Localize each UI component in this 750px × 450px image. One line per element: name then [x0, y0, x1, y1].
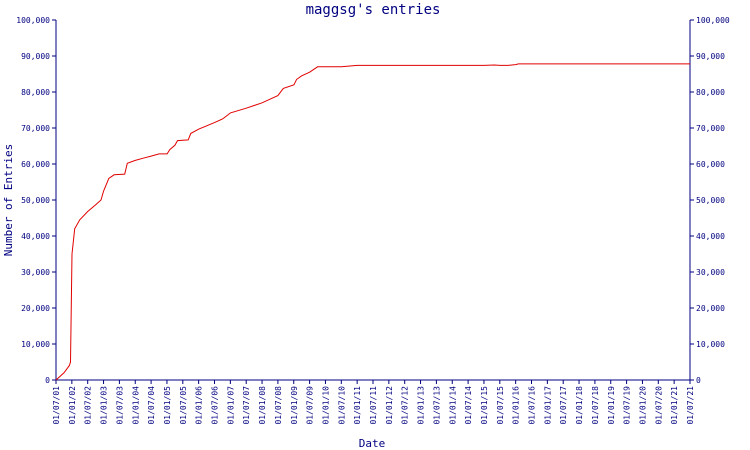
- x-tick-label: 01/01/16: [512, 386, 521, 425]
- left-y-tick-label: 40,000: [21, 232, 50, 241]
- x-tick-label: 01/01/08: [258, 386, 267, 425]
- entries-series-line: [55, 63, 690, 381]
- x-tick-label: 01/07/19: [623, 386, 632, 425]
- x-tick-label: 01/01/20: [638, 386, 647, 425]
- right-y-tick-label: 100,000: [696, 16, 730, 25]
- right-y-tick-label: 20,000: [696, 304, 725, 313]
- x-tick-label: 01/07/18: [591, 386, 600, 425]
- right-y-tick-label: 80,000: [696, 88, 725, 97]
- x-axis: 01/07/01 01/01/02 01/07/02 01/01/03 01/07/03…: [52, 380, 695, 425]
- x-tick-label: 01/01/18: [575, 386, 584, 425]
- axes: [55, 20, 691, 381]
- right-y-tick-label: 10,000: [696, 340, 725, 349]
- x-tick-label: 01/07/11: [369, 386, 378, 425]
- right-y-tick-label: 30,000: [696, 268, 725, 277]
- x-tick-label: 01/01/17: [543, 386, 552, 425]
- x-tick-label: 01/01/13: [417, 386, 426, 425]
- right-y-tick-label: 50,000: [696, 196, 725, 205]
- x-tick-label: 01/01/21: [670, 386, 679, 425]
- x-axis-label: Date: [359, 437, 386, 450]
- x-tick-label: 01/01/06: [195, 386, 204, 425]
- left-y-tick-label: 10,000: [21, 340, 50, 349]
- left-y-tick-label: 80,000: [21, 88, 50, 97]
- x-tick-label: 01/01/02: [68, 386, 77, 425]
- x-tick-label: 01/07/12: [401, 386, 410, 425]
- x-tick-label: 01/07/21: [686, 386, 695, 425]
- x-tick-label: 01/07/07: [242, 386, 251, 425]
- chart-title: maggsg's entries: [306, 2, 441, 18]
- x-tick-label: 01/07/16: [528, 386, 537, 425]
- y-axis-label: Number of Entries: [2, 144, 15, 257]
- x-tick-label: 01/01/05: [163, 386, 172, 425]
- x-tick-label: 01/07/08: [274, 386, 283, 425]
- left-y-tick-label: 30,000: [21, 268, 50, 277]
- x-tick-label: 01/01/10: [321, 386, 330, 425]
- right-y-tick-label: 70,000: [696, 124, 725, 133]
- right-y-tick-label: 40,000: [696, 232, 725, 241]
- x-tick-label: 01/01/03: [100, 386, 109, 425]
- x-tick-label: 01/01/12: [385, 386, 394, 425]
- x-tick-label: 01/07/10: [337, 386, 346, 425]
- left-y-tick-label: 90,000: [21, 52, 50, 61]
- x-tick-label: 01/01/07: [226, 386, 235, 425]
- x-tick-label: 01/01/09: [290, 386, 299, 425]
- right-y-tick-label: 90,000: [696, 52, 725, 61]
- series-layer: [55, 63, 690, 381]
- left-y-tick-label: 100,000: [16, 16, 50, 25]
- left-y-tick-label: 70,000: [21, 124, 50, 133]
- left-y-tick-label: 20,000: [21, 304, 50, 313]
- x-tick-label: 01/07/14: [464, 386, 473, 425]
- right-y-tick-label: 0: [696, 376, 701, 385]
- x-tick-label: 01/01/04: [131, 386, 140, 425]
- x-tick-label: 01/07/01: [52, 386, 61, 425]
- x-tick-label: 01/07/09: [306, 386, 315, 425]
- x-tick-label: 01/07/05: [179, 386, 188, 425]
- x-tick-label: 01/01/19: [607, 386, 616, 425]
- x-tick-label: 01/07/20: [654, 386, 663, 425]
- x-tick-label: 01/07/13: [432, 386, 441, 425]
- x-tick-label: 01/07/04: [147, 386, 156, 425]
- x-tick-label: 01/07/03: [115, 386, 124, 425]
- x-tick-label: 01/01/14: [448, 386, 457, 425]
- left-y-axis: 0 10,000 20,000 30,000 40,000 50,000 60,000 70,…: [16, 16, 56, 385]
- left-y-tick-label: 50,000: [21, 196, 50, 205]
- right-y-axis: 0 10,000 20,000 30,000 40,000 50,000 60,000 70,…: [690, 16, 730, 385]
- left-y-tick-label: 0: [45, 376, 50, 385]
- right-y-tick-label: 60,000: [696, 160, 725, 169]
- x-tick-label: 01/01/11: [353, 386, 362, 425]
- x-tick-label: 01/07/02: [84, 386, 93, 425]
- x-tick-label: 01/01/15: [480, 386, 489, 425]
- left-y-tick-label: 60,000: [21, 160, 50, 169]
- x-tick-label: 01/07/06: [211, 386, 220, 425]
- x-tick-label: 01/07/15: [496, 386, 505, 425]
- x-tick-label: 01/07/17: [559, 386, 568, 425]
